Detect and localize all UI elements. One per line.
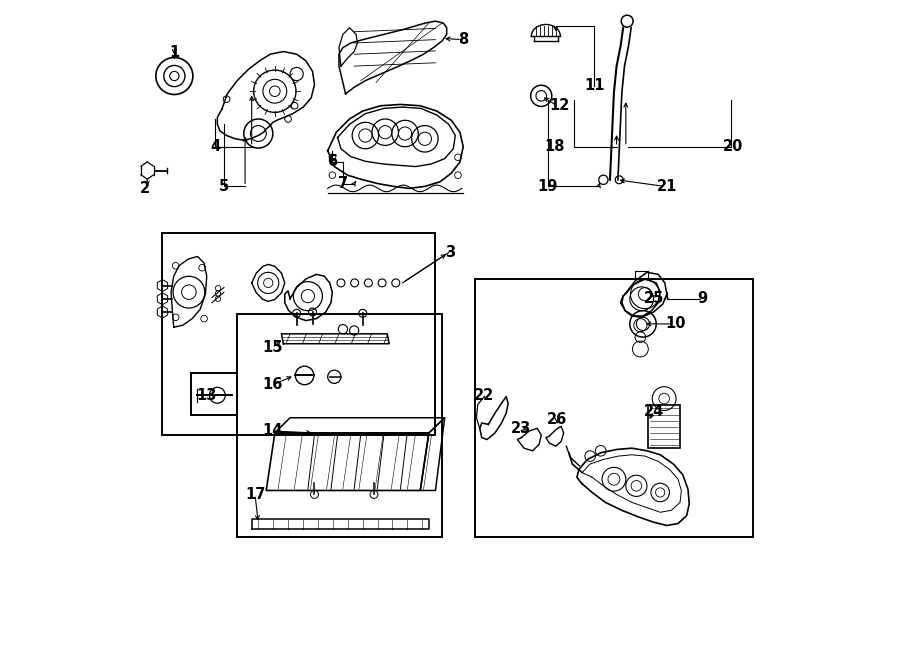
Text: 6: 6 [328,155,338,169]
Text: 1: 1 [169,46,179,60]
Text: 14: 14 [263,424,283,438]
Text: 11: 11 [584,79,604,93]
Text: 3: 3 [445,245,455,260]
Text: 10: 10 [666,317,687,331]
Text: 26: 26 [547,412,567,427]
Bar [191,373,238,415]
Bar [648,405,680,448]
Bar [163,233,436,435]
Text: 16: 16 [263,377,283,392]
Text: 4: 4 [211,139,220,154]
Bar [238,314,442,537]
Text: 24: 24 [644,404,663,418]
Bar [475,279,752,537]
Text: 13: 13 [196,388,217,403]
Text: 7: 7 [338,176,348,191]
Text: 9: 9 [698,292,707,306]
Text: 23: 23 [511,421,532,436]
Text: 19: 19 [537,179,558,194]
Text: 22: 22 [474,388,494,403]
Text: 15: 15 [263,340,284,354]
Text: 17: 17 [245,487,266,502]
Text: 18: 18 [544,139,564,154]
Text: 2: 2 [140,181,149,196]
Text: 20: 20 [723,139,743,154]
Text: 5: 5 [219,179,230,194]
Text: 25: 25 [644,292,664,306]
Text: 21: 21 [657,179,677,194]
Text: 8: 8 [458,32,468,47]
Text: 12: 12 [549,98,570,113]
